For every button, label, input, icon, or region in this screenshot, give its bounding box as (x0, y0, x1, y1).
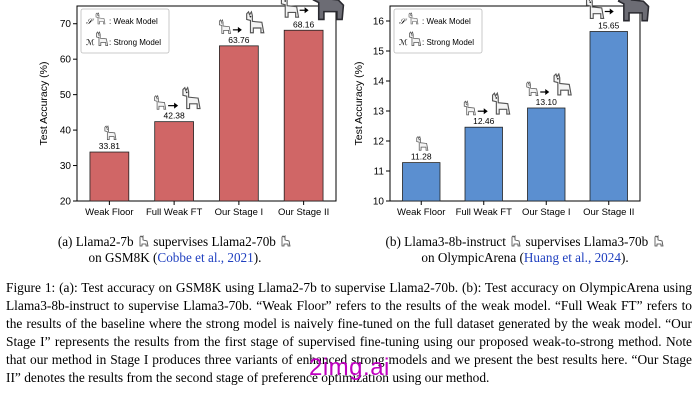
legend-strong-label: : Strong Model (109, 38, 161, 47)
train-arrow-head (174, 102, 179, 109)
x-tick-label: Our Stage I (215, 207, 264, 218)
bar (527, 107, 566, 202)
armored-llama-icon (617, 0, 650, 22)
large-llama-icon (654, 235, 664, 247)
bar (589, 31, 628, 202)
strong-llama-icon (96, 31, 109, 47)
caption-a-end: ). (253, 250, 262, 265)
legend-strong-label: : Strong Model (422, 38, 474, 47)
y-tick-label: 70 (60, 19, 72, 30)
y-tick-label: 16 (373, 17, 385, 28)
weak-llama-icon (154, 94, 167, 110)
train-arrow-head (609, 8, 614, 15)
bar (154, 121, 194, 202)
bar (219, 45, 259, 202)
x-tick-label: Weak Floor (397, 207, 445, 218)
x-tick-label: Our Stage II (583, 207, 634, 218)
bar-value-label: 68.16 (293, 19, 315, 29)
train-arrow-head (304, 7, 309, 14)
bar-value-label: 42.38 (163, 111, 185, 121)
large-llama-icon (281, 235, 291, 247)
strong-llama-icon (585, 0, 605, 19)
train-arrow-head (545, 89, 550, 95)
improved-llama-icon (553, 72, 572, 96)
small-llama-icon (139, 235, 149, 247)
caption-a-dataset: on GSM8K ( (88, 250, 158, 265)
legend-weak-label: : Weak Model (109, 17, 158, 26)
watermark: 2img.ai (309, 354, 390, 381)
weak-llama-icon (463, 100, 476, 116)
x-tick-label: Full Weak FT (456, 207, 513, 218)
caption-a: (a) Llama2-7b supervises Llama2-70b on G… (0, 234, 350, 266)
y-tick-label: 13 (373, 107, 385, 118)
train-arrow-head (483, 108, 488, 115)
figure-caption: Figure 1: (a): Test accuracy on GSM8K us… (6, 280, 692, 385)
caption-b-dataset: on OlympicArena ( (421, 250, 524, 265)
bar-value-label: 12.46 (473, 116, 495, 126)
legend-strong-symbol: ℳ (86, 38, 95, 47)
caption-b-end: ). (620, 250, 629, 265)
weak-llama-icon (95, 12, 106, 25)
y-axis-label: Test Accuracy (%) (38, 61, 50, 145)
chart-a: 20 30 40 50 60 70 Test Accuracy (%) 33.81 Weak F… (38, 0, 345, 218)
caption-a-middle: supervises Llama2-70b (153, 234, 276, 249)
y-tick-label: 60 (60, 55, 72, 66)
improved-llama-icon (246, 10, 265, 34)
strong-llama-icon (491, 91, 511, 115)
caption-b: (b) Llama3-8b-instruct supervises Llama3… (350, 234, 700, 266)
bar (283, 29, 324, 202)
legend-weak-label: : Weak Model (422, 17, 471, 26)
caption-a-prefix: (a) Llama2-7b (57, 234, 134, 249)
y-tick-label: 15 (373, 47, 385, 58)
legend-strong-symbol: ℳ (399, 38, 408, 47)
x-tick-label: Full Weak FT (146, 207, 203, 218)
y-tick-label: 14 (373, 77, 385, 88)
plot-frame (76, 5, 337, 202)
caption-b-middle: supervises Llama3-70b (525, 234, 649, 249)
bar (402, 162, 441, 202)
bar-value-label: 15.65 (598, 21, 620, 31)
plot-frame (389, 5, 641, 202)
y-tick-label: 11 (374, 167, 385, 178)
citation-huang[interactable]: Huang et al., 2024 (523, 250, 621, 265)
strong-llama-icon (409, 31, 422, 47)
strong-llama-icon (182, 86, 201, 110)
y-tick-label: 40 (60, 126, 72, 137)
small-llama-icon (511, 235, 521, 247)
y-tick-label: 50 (60, 90, 72, 101)
bar (89, 151, 130, 202)
chart-b: 10 11 12 13 14 15 16 Test Accuracy (%) 11.28 Weak… (353, 0, 650, 218)
weak-llama-icon (416, 135, 429, 151)
y-axis-label: Test Accuracy (%) (353, 61, 365, 145)
x-tick-label: Our Stage I (522, 207, 571, 218)
strong-llama-icon (280, 0, 300, 18)
weak-llama-icon (408, 12, 419, 25)
bar-value-label: 13.10 (536, 97, 558, 107)
legend-weak-symbol: 𝒮 (399, 17, 408, 26)
legend-weak-symbol: 𝒮 (86, 17, 95, 26)
caption-b-prefix: (b) Llama3-8b-instruct (385, 234, 506, 249)
bar-value-label: 33.81 (99, 141, 121, 151)
citation-cobbe[interactable]: Cobbe et al., 2021 (157, 250, 254, 265)
x-tick-label: Our Stage II (278, 207, 329, 218)
bar-value-label: 11.28 (411, 152, 432, 162)
x-tick-label: Weak Floor (85, 207, 133, 218)
weak-llama-icon (526, 81, 539, 97)
train-arrow-head (237, 26, 242, 33)
weak-llama-icon (218, 18, 231, 34)
y-tick-label: 12 (373, 137, 385, 148)
y-tick-label: 10 (373, 197, 385, 208)
bar-value-label: 63.76 (228, 35, 250, 45)
y-tick-label: 30 (60, 161, 72, 172)
armored-llama-icon (312, 0, 345, 21)
y-tick-label: 20 (60, 197, 72, 208)
bar (464, 126, 503, 202)
weak-llama-icon (104, 125, 117, 141)
